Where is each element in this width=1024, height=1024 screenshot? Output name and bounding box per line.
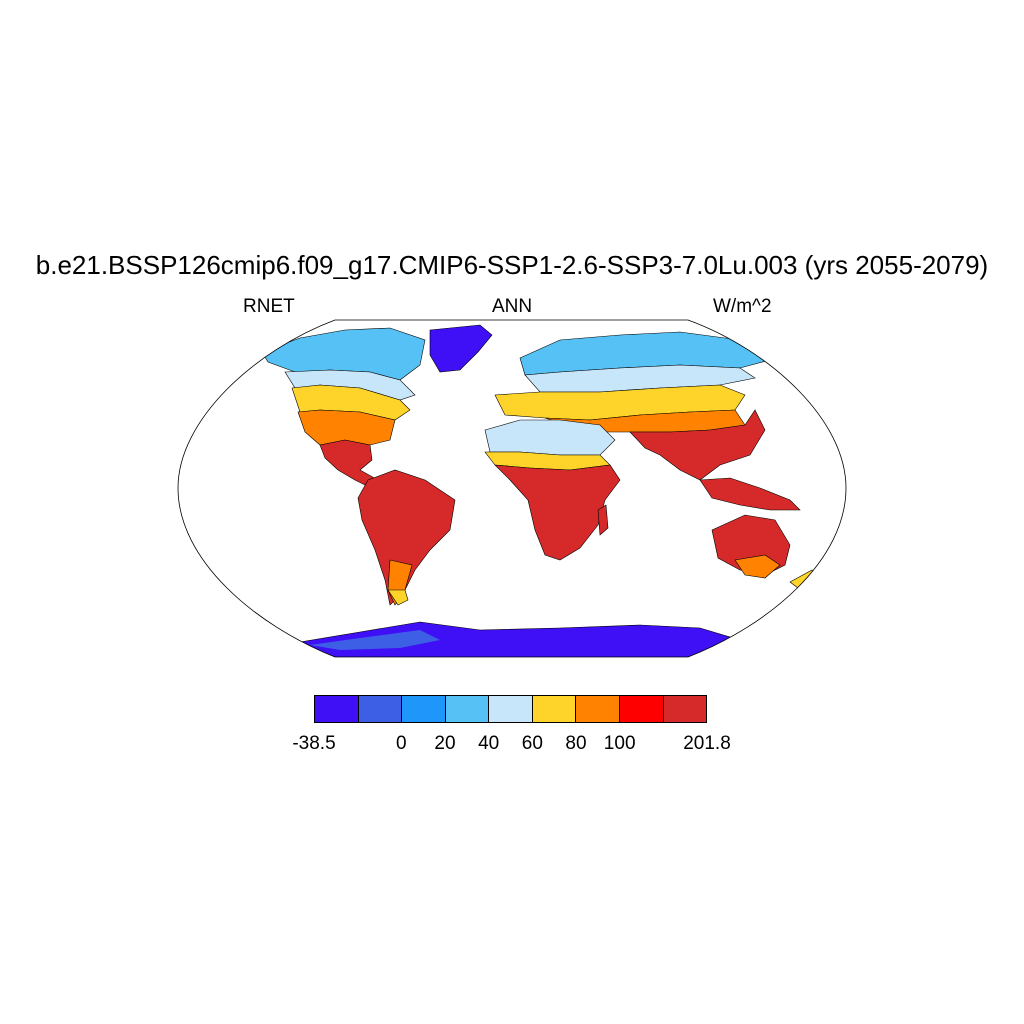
variable-label: RNET (243, 296, 295, 317)
map-outline (177, 319, 847, 658)
north-america-arctic (261, 327, 426, 381)
colorbar-box-2 (402, 696, 446, 722)
south-asia (629, 409, 766, 481)
greenland (429, 324, 493, 373)
colorbar-box-6 (576, 696, 620, 722)
antarctica-coast (310, 630, 440, 650)
colorbar (314, 695, 707, 723)
colorbar-box-1 (358, 696, 403, 722)
patagonia (387, 589, 409, 606)
colorbar-tick-label: -38.5 (292, 733, 336, 754)
colorbar-box-0 (315, 696, 359, 722)
australia-south (734, 554, 781, 579)
colorbar-box-7 (619, 696, 664, 722)
colorbar-tick-label: 60 (521, 733, 543, 754)
colorbar-tick-label: 100 (603, 733, 636, 754)
colorbar-tick-label: 20 (434, 733, 456, 754)
colorbar-box-5 (532, 696, 577, 722)
central-africa (494, 464, 621, 561)
colorbar-box-8 (663, 696, 707, 722)
plot-title: b.e21.BSSP126cmip6.f09_g17.CMIP6-SSP1-2.… (35, 250, 989, 280)
north-america-south (297, 409, 396, 446)
maritime-continent (699, 477, 801, 511)
map-land (261, 324, 819, 657)
south-america (357, 469, 456, 606)
season-label: ANN (491, 296, 533, 317)
units-label: W/m^2 (713, 296, 772, 317)
new-zealand (789, 569, 819, 589)
colorbar-box-4 (489, 696, 533, 722)
colorbar-box-3 (445, 696, 490, 722)
colorbar-tick-label: 201.8 (683, 733, 731, 754)
colorbar-tick-label: 80 (565, 733, 587, 754)
antarctica (289, 621, 741, 657)
madagascar (597, 504, 609, 536)
colorbar-tick-label: 0 (396, 733, 407, 754)
colorbar-tick-label: 40 (478, 733, 500, 754)
sahara (484, 419, 616, 456)
